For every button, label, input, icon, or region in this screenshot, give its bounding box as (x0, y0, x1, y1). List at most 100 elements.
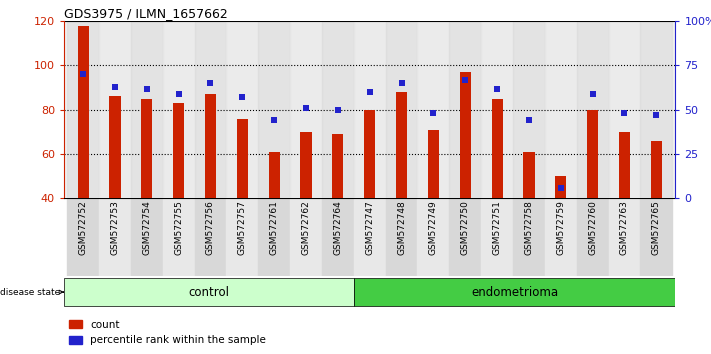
Text: GSM572747: GSM572747 (365, 201, 374, 255)
Text: GSM572748: GSM572748 (397, 201, 406, 255)
Bar (141, 99, 152, 198)
Bar (131, 198, 163, 276)
Bar (523, 152, 535, 198)
Point (651, 112, 662, 118)
Bar (163, 21, 195, 198)
Text: GSM572753: GSM572753 (110, 201, 119, 256)
Bar (322, 198, 354, 276)
Text: GSM572754: GSM572754 (142, 201, 151, 255)
Bar (301, 132, 311, 198)
Point (491, 86, 503, 91)
Bar (587, 110, 598, 198)
Point (364, 89, 375, 95)
Text: GSM572765: GSM572765 (652, 201, 661, 256)
Bar (109, 97, 121, 198)
Text: GSM572764: GSM572764 (333, 201, 343, 255)
Point (269, 118, 280, 123)
Bar (641, 21, 673, 198)
Text: GSM572757: GSM572757 (238, 201, 247, 256)
Bar (609, 21, 641, 198)
Bar (385, 21, 417, 198)
Bar (428, 130, 439, 198)
Bar (290, 198, 322, 276)
Bar (290, 21, 322, 198)
Bar (555, 176, 567, 198)
Bar (332, 134, 343, 198)
Bar (545, 198, 577, 276)
Bar (491, 99, 503, 198)
Text: GSM572749: GSM572749 (429, 201, 438, 255)
Bar (449, 198, 481, 276)
Text: disease state: disease state (0, 287, 63, 297)
Bar (577, 21, 609, 198)
Bar (577, 198, 609, 276)
Text: GSM572755: GSM572755 (174, 201, 183, 256)
Point (141, 86, 152, 91)
Bar (449, 21, 481, 198)
Bar (396, 92, 407, 198)
Bar (99, 198, 131, 276)
Point (587, 91, 599, 97)
Bar (481, 198, 513, 276)
Bar (163, 198, 195, 276)
Bar (609, 198, 641, 276)
Text: GSM572752: GSM572752 (79, 201, 87, 255)
Point (205, 80, 216, 86)
Bar (619, 132, 630, 198)
Bar (460, 72, 471, 198)
Legend: count, percentile rank within the sample: count, percentile rank within the sample (69, 320, 266, 345)
Bar (513, 21, 545, 198)
Text: GSM572758: GSM572758 (525, 201, 533, 256)
Point (300, 105, 311, 111)
Bar (64, 278, 353, 306)
Text: endometrioma: endometrioma (471, 286, 558, 298)
Point (459, 77, 471, 82)
Bar (173, 103, 184, 198)
Bar (385, 198, 417, 276)
Point (396, 80, 407, 86)
Text: GSM572761: GSM572761 (269, 201, 279, 256)
Bar (195, 21, 226, 198)
Point (173, 91, 184, 97)
Text: GSM572756: GSM572756 (206, 201, 215, 256)
Bar (513, 198, 545, 276)
Point (109, 84, 121, 90)
Bar (131, 21, 163, 198)
Point (523, 118, 535, 123)
Bar (545, 21, 577, 198)
Text: GDS3975 / ILMN_1657662: GDS3975 / ILMN_1657662 (64, 7, 228, 20)
Point (555, 185, 567, 190)
Bar (99, 21, 131, 198)
Point (237, 95, 248, 100)
Point (77, 72, 89, 77)
Bar (205, 94, 216, 198)
Bar (354, 198, 385, 276)
Bar (226, 198, 258, 276)
Bar (195, 198, 226, 276)
Bar (651, 141, 662, 198)
Bar (237, 119, 248, 198)
Bar (67, 21, 99, 198)
Bar (641, 198, 673, 276)
Bar (481, 21, 513, 198)
Point (428, 110, 439, 116)
Bar (417, 21, 449, 198)
Bar (226, 21, 258, 198)
Bar (77, 26, 89, 198)
Bar (322, 21, 354, 198)
Bar (258, 198, 290, 276)
Point (332, 107, 343, 113)
Point (619, 110, 630, 116)
Bar (364, 110, 375, 198)
Bar (258, 21, 290, 198)
Text: GSM572762: GSM572762 (301, 201, 311, 255)
Text: GSM572759: GSM572759 (556, 201, 565, 256)
Text: GSM572763: GSM572763 (620, 201, 629, 256)
Text: control: control (188, 286, 230, 298)
Bar (354, 21, 385, 198)
Bar (67, 198, 99, 276)
Text: GSM572750: GSM572750 (461, 201, 470, 256)
Bar (269, 152, 279, 198)
Bar (353, 278, 675, 306)
Text: GSM572760: GSM572760 (588, 201, 597, 256)
